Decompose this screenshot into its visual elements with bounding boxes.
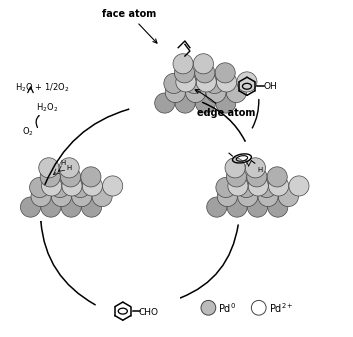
Circle shape bbox=[59, 158, 79, 178]
Circle shape bbox=[30, 177, 50, 197]
Circle shape bbox=[39, 158, 59, 178]
Circle shape bbox=[42, 176, 62, 196]
FancyArrowPatch shape bbox=[181, 225, 238, 298]
Text: edge atom: edge atom bbox=[195, 90, 255, 118]
Circle shape bbox=[204, 73, 225, 93]
Text: H$_2$O$_2$: H$_2$O$_2$ bbox=[36, 102, 58, 114]
Circle shape bbox=[174, 63, 195, 83]
Circle shape bbox=[267, 167, 287, 187]
Circle shape bbox=[207, 197, 227, 217]
Circle shape bbox=[278, 186, 298, 207]
Circle shape bbox=[201, 300, 216, 315]
Circle shape bbox=[173, 54, 193, 74]
Circle shape bbox=[245, 158, 265, 178]
Circle shape bbox=[72, 186, 92, 207]
Text: H: H bbox=[61, 160, 66, 166]
Circle shape bbox=[81, 167, 101, 187]
Text: face atom: face atom bbox=[102, 9, 157, 43]
Circle shape bbox=[31, 186, 51, 207]
Circle shape bbox=[60, 167, 80, 187]
Circle shape bbox=[216, 72, 237, 92]
Circle shape bbox=[50, 177, 70, 197]
Circle shape bbox=[70, 177, 90, 197]
FancyArrowPatch shape bbox=[252, 99, 259, 128]
Circle shape bbox=[269, 176, 289, 196]
Circle shape bbox=[228, 176, 248, 196]
Circle shape bbox=[82, 197, 102, 217]
Text: O$_2$: O$_2$ bbox=[22, 125, 34, 138]
Text: H: H bbox=[67, 165, 72, 171]
Circle shape bbox=[258, 186, 278, 207]
Circle shape bbox=[165, 83, 185, 102]
Circle shape bbox=[92, 186, 112, 207]
Circle shape bbox=[251, 300, 266, 315]
Circle shape bbox=[257, 177, 277, 197]
Circle shape bbox=[51, 186, 72, 207]
Circle shape bbox=[206, 83, 226, 102]
Circle shape bbox=[226, 83, 246, 102]
Circle shape bbox=[176, 72, 196, 92]
Text: Pd$^0$: Pd$^0$ bbox=[219, 301, 237, 315]
Circle shape bbox=[61, 197, 81, 217]
Circle shape bbox=[82, 176, 102, 196]
Circle shape bbox=[227, 197, 247, 217]
Circle shape bbox=[184, 73, 204, 93]
Text: Pd$^{2+}$: Pd$^{2+}$ bbox=[269, 301, 293, 315]
Circle shape bbox=[155, 93, 175, 113]
Circle shape bbox=[62, 176, 82, 196]
Circle shape bbox=[186, 83, 206, 102]
FancyArrowPatch shape bbox=[41, 222, 95, 305]
Circle shape bbox=[103, 176, 123, 196]
Circle shape bbox=[195, 63, 215, 83]
Circle shape bbox=[238, 186, 258, 207]
Circle shape bbox=[193, 54, 214, 74]
Circle shape bbox=[164, 73, 184, 93]
Circle shape bbox=[20, 197, 41, 217]
FancyArrowPatch shape bbox=[203, 102, 245, 141]
FancyArrowPatch shape bbox=[45, 109, 128, 184]
Text: H: H bbox=[258, 167, 263, 173]
Circle shape bbox=[247, 197, 268, 217]
Circle shape bbox=[195, 93, 215, 113]
Circle shape bbox=[237, 72, 257, 92]
Circle shape bbox=[196, 72, 216, 92]
Circle shape bbox=[289, 176, 309, 196]
Circle shape bbox=[248, 176, 268, 196]
Circle shape bbox=[247, 167, 267, 187]
FancyArrowPatch shape bbox=[36, 116, 39, 127]
Circle shape bbox=[175, 93, 195, 113]
Text: H$_2$O + 1/2O$_2$: H$_2$O + 1/2O$_2$ bbox=[15, 82, 69, 94]
Circle shape bbox=[40, 167, 60, 187]
Text: OH: OH bbox=[263, 82, 277, 91]
Circle shape bbox=[226, 167, 246, 187]
Circle shape bbox=[225, 158, 245, 178]
Text: CHO: CHO bbox=[139, 308, 159, 317]
Circle shape bbox=[215, 63, 235, 83]
Circle shape bbox=[236, 177, 256, 197]
Circle shape bbox=[41, 197, 61, 217]
Circle shape bbox=[268, 197, 288, 217]
Circle shape bbox=[216, 177, 236, 197]
Circle shape bbox=[217, 186, 238, 207]
Circle shape bbox=[216, 93, 236, 113]
